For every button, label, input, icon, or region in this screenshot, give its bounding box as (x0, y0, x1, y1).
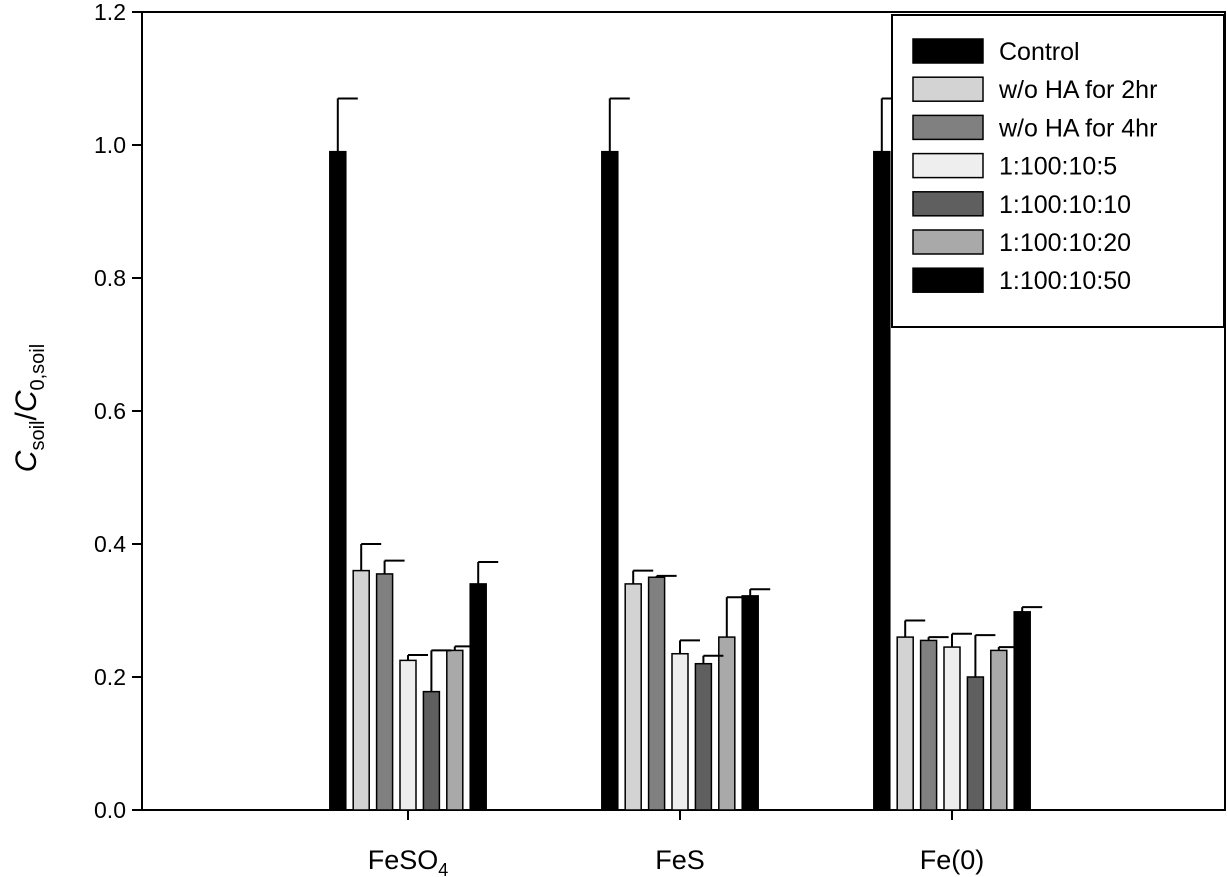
bar-4-1 (694, 662, 713, 811)
y-axis: 0.0 0.2 0.4 0.6 0.8 1.0 1.2 (94, 0, 142, 823)
x-label-main-0: FeSO (368, 845, 439, 875)
x-tick-label-0: FeSO4 (368, 845, 449, 877)
y-tick-label-2: 0.4 (94, 531, 126, 557)
bar-3-1 (671, 652, 689, 811)
bar-3-0 (399, 659, 417, 811)
bar-0-1 (601, 150, 619, 811)
x-label-main-1: FeS (655, 845, 705, 875)
legend-label-3: 1:100:10:5 (999, 153, 1117, 181)
y-title-c1: C (10, 450, 43, 472)
bar-2-1 (647, 576, 666, 811)
bar-1-1 (624, 583, 642, 811)
x-tick-label-2: Fe(0) (920, 845, 985, 875)
bar-1-0 (352, 569, 370, 811)
legend-label-0: Control (999, 38, 1080, 66)
bar-4-0 (422, 690, 441, 811)
bar-5-1 (718, 636, 736, 811)
bar-2-2 (919, 639, 938, 811)
x-tick-label-1: FeS (655, 845, 705, 875)
bar-0-2 (873, 150, 891, 811)
y-tick-label-5: 1.0 (94, 132, 126, 158)
legend-swatch-5 (912, 229, 984, 255)
x-axis: FeSO4 FeS Fe(0) (368, 810, 985, 877)
y-tick-label-1: 0.2 (94, 664, 126, 690)
legend: Control w/o HA for 2hr w/o HA for 4hr 1:100… (891, 14, 1225, 328)
x-label-main-2: Fe(0) (920, 845, 985, 875)
bar-6-2 (1013, 611, 1031, 811)
legend-label-5: 1:100:10:20 (999, 229, 1131, 257)
y-tick-label-4: 0.8 (94, 265, 126, 291)
legend-swatch-1 (912, 76, 984, 102)
y-title-sub1: soil (27, 421, 49, 451)
bar-4-2 (966, 676, 985, 811)
legend-label-1: w/o HA for 2hr (998, 76, 1157, 104)
bar-5-0 (446, 649, 464, 811)
y-title-sub2: 0,soil (27, 344, 49, 391)
legend-swatch-3 (912, 152, 984, 179)
legend-label-6: 1:100:10:50 (999, 267, 1131, 295)
bar-6-0 (469, 583, 487, 811)
bar-0-0 (329, 150, 347, 811)
y-tick-label-6: 1.2 (94, 0, 126, 25)
bar-5-2 (990, 649, 1008, 811)
y-title-slash: / (10, 412, 43, 421)
legend-swatch-2 (912, 114, 984, 141)
legend-label-2: w/o HA for 4hr (998, 114, 1157, 142)
y-tick-label-0: 0.0 (94, 797, 126, 823)
legend-swatch-4 (912, 191, 984, 217)
x-label-sub-0: 4 (438, 860, 448, 877)
legend-swatch-0 (912, 38, 984, 64)
bar-3-2 (943, 646, 961, 811)
bar-1-2 (896, 636, 914, 811)
legend-swatch-6 (912, 267, 984, 293)
y-axis-title: Csoil/C0,soil (10, 344, 49, 472)
legend-label-4: 1:100:10:10 (999, 191, 1131, 219)
bar-2-0 (375, 573, 394, 811)
y-title-c2: C (10, 390, 43, 412)
y-tick-label-3: 0.6 (94, 398, 126, 424)
bar-6-1 (741, 595, 759, 811)
